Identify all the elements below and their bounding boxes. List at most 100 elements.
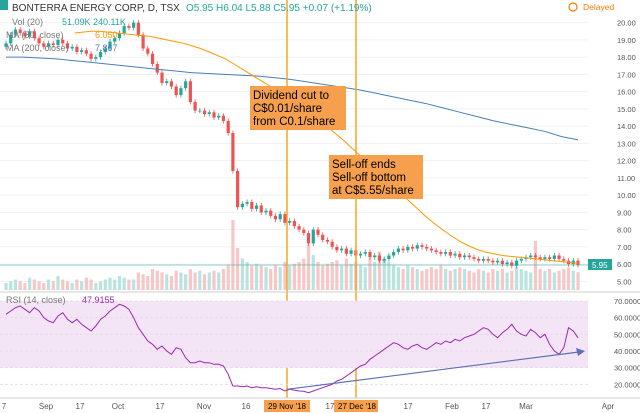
volume-bar — [117, 276, 122, 290]
volume-bar — [524, 270, 528, 290]
candle — [552, 252, 556, 262]
volume-bar — [538, 269, 542, 290]
price-tick-label: 6.00 — [617, 260, 632, 269]
candle — [127, 23, 131, 31]
annotation-dividend-cut: Dividend cut to C$0.01/share from C0.1/s… — [250, 86, 346, 130]
candle — [165, 78, 169, 86]
rsi-band — [0, 301, 588, 368]
volume-bar — [472, 272, 476, 290]
price-tick-label: 20.00 — [617, 19, 636, 28]
candle — [240, 201, 244, 210]
volume-bar — [193, 272, 197, 290]
volume-bar — [226, 265, 230, 290]
ma50-legend-label[interactable]: MA (50, close) — [6, 30, 64, 40]
volume-bar — [425, 269, 429, 290]
rsi-line — [5, 303, 579, 394]
candle — [193, 99, 197, 114]
candle — [410, 244, 415, 252]
candle — [477, 256, 481, 264]
volume-bar — [429, 267, 434, 290]
candle — [283, 211, 287, 226]
candle — [401, 246, 405, 253]
volume-bar — [571, 270, 575, 290]
volume-bar — [410, 267, 415, 290]
time-tick-label: 7 — [2, 402, 7, 411]
candle — [557, 252, 561, 262]
volume-bar — [373, 262, 377, 290]
ma200-legend-label[interactable]: MA (200, close) — [6, 43, 69, 53]
candle — [169, 78, 174, 90]
rsi-tick-label: 50.0000 — [614, 330, 640, 339]
candle — [46, 40, 51, 50]
volume-bar — [491, 269, 495, 290]
candle — [179, 85, 183, 98]
volume-bar — [89, 279, 93, 290]
volume-bar — [325, 263, 330, 290]
volume-bar — [231, 220, 235, 290]
volume-bar — [382, 258, 386, 290]
volume-bar — [174, 270, 178, 290]
candle — [467, 252, 471, 260]
volume-legend-label[interactable]: Vol (20) — [12, 17, 43, 27]
volume-bar — [169, 276, 174, 290]
rsi-tick-label: 60.0000 — [614, 314, 640, 323]
volume-bar — [283, 262, 287, 290]
volume-bar — [377, 251, 382, 290]
candle — [340, 246, 344, 253]
annotation-1-line-1: Dividend cut to — [253, 90, 329, 102]
price-tick-label: 11.00 — [617, 174, 635, 183]
volume-bar — [122, 277, 126, 290]
volume-bar — [9, 281, 13, 290]
price-pane — [0, 0, 588, 292]
volume-bar — [70, 283, 74, 290]
candle — [236, 168, 240, 210]
volume-bar — [136, 272, 140, 290]
volume-bar — [396, 267, 400, 290]
candle — [136, 20, 140, 38]
volume-bar — [349, 263, 353, 290]
rsi-tick-label: 20.0000 — [614, 380, 640, 389]
symbol-title[interactable]: BONTERRA ENERGY CORP, D, TSX — [12, 3, 180, 14]
volume-bar — [311, 255, 315, 290]
volume-bar — [236, 248, 240, 290]
candle — [269, 208, 273, 219]
date-flag-2: 27 Dec '18 — [334, 400, 378, 412]
volume-bar — [221, 269, 226, 290]
volume-bar — [259, 265, 263, 290]
candle — [344, 246, 348, 257]
price-tick-label: 17.00 — [617, 70, 636, 79]
volume-bar — [302, 258, 306, 290]
volume-bar — [65, 281, 70, 290]
volume-bar — [141, 274, 145, 290]
volume-bar — [444, 269, 448, 290]
candle — [278, 211, 282, 222]
candle — [444, 249, 448, 257]
rsi-title[interactable]: RSI (14, close) — [6, 295, 66, 305]
price-tick-label: 18.00 — [617, 53, 636, 62]
volume-bar — [132, 279, 136, 290]
rsi-axis[interactable]: 70.0000 60.0000 50.0000 40.0000 30.0000 20.00… — [614, 297, 640, 389]
candle — [75, 44, 79, 55]
volume-bar — [160, 272, 164, 290]
volume-bar — [415, 269, 419, 290]
candle — [264, 208, 268, 215]
last-price-value: 5.95 — [592, 261, 608, 270]
price-tick-label: 12.00 — [617, 157, 636, 166]
volume-bar — [392, 265, 396, 290]
volume-bar — [519, 269, 523, 290]
volume-bar — [340, 265, 344, 290]
chart-header: BONTERRA ENERGY CORP, D, TSX O5.95 H6.04… — [0, 0, 614, 53]
candle — [458, 251, 462, 260]
volume-bar — [330, 262, 334, 290]
candle — [117, 30, 122, 41]
volume-bar — [94, 283, 98, 290]
price-tick-label: 5.00 — [617, 277, 632, 286]
volume-bar — [510, 270, 514, 290]
price-tick-label: 19.00 — [617, 36, 636, 45]
volume-bar — [240, 258, 244, 290]
candle — [141, 32, 145, 52]
candle — [61, 37, 65, 46]
price-axis[interactable]: 20.00 19.00 18.00 17.00 16.00 15.00 14.00 13.00… — [617, 19, 636, 287]
delayed-indicator[interactable]: Delayed — [568, 2, 614, 12]
price-tick-label: 13.00 — [617, 139, 636, 148]
